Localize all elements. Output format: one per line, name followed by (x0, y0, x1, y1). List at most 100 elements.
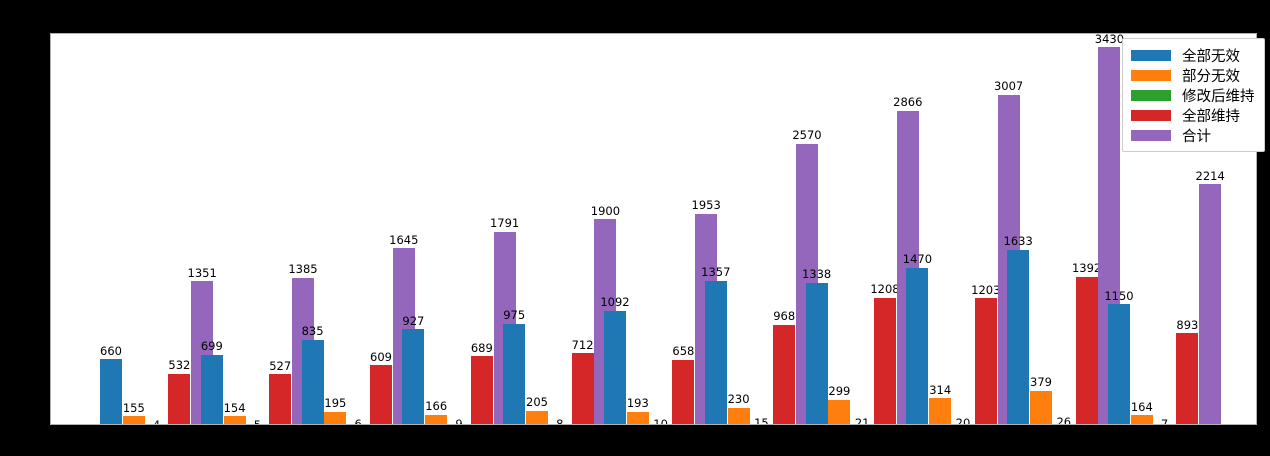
bar-value-label: 1338 (801, 267, 832, 282)
bar-value-label: 1791 (489, 216, 520, 231)
bar[interactable]: 1338 (802, 269, 831, 424)
bar-rect (929, 398, 952, 424)
bar[interactable]: 1203 (971, 284, 1000, 424)
bar-value-label: 1633 (1003, 234, 1033, 249)
bar[interactable]: 2214 (1196, 170, 1225, 424)
bar[interactable]: 968 (773, 311, 796, 424)
bar-value-label: 927 (402, 313, 425, 328)
legend-color-swatch (1131, 109, 1171, 121)
bar-rect (974, 298, 997, 424)
bar[interactable]: 314 (929, 384, 952, 424)
bar[interactable]: 712 (571, 339, 594, 424)
bar-rect (1108, 304, 1130, 424)
bar-value-label: 689 (470, 340, 493, 355)
bar-value-label: 2570 (792, 128, 822, 143)
bar[interactable]: 164 (1130, 401, 1153, 424)
bar-rect (704, 280, 727, 424)
bar-value-label: 193 (626, 396, 649, 411)
legend-item-label: 修改后维持 (1182, 88, 1255, 105)
bar-value-label: 195 (324, 396, 347, 411)
bar-rect (874, 297, 896, 424)
bar-value-label: 658 (672, 344, 695, 358)
bar-value-label: 1357 (701, 265, 731, 280)
bar-rect (672, 359, 695, 424)
legend-item[interactable]: 合计 (1131, 125, 1255, 145)
bar[interactable]: 658 (672, 345, 695, 424)
bar-value-label: 893 (1176, 317, 1199, 332)
legend-item[interactable]: 修改后维持 (1131, 85, 1255, 105)
bar-rect (269, 374, 292, 424)
bar[interactable]: 1150 (1104, 290, 1134, 424)
legend-item[interactable]: 全部无效 (1131, 45, 1255, 65)
bar[interactable]: 299 (828, 386, 851, 424)
bar-rect (626, 411, 649, 424)
legend-item[interactable]: 部分无效 (1131, 65, 1255, 85)
bar-rect (1130, 415, 1153, 424)
bar-rect (200, 354, 223, 424)
bar-value-label: 7 (1160, 417, 1169, 425)
bar-value-label: 299 (828, 384, 851, 399)
bar-rect (604, 310, 626, 424)
bar[interactable]: 927 (402, 315, 425, 424)
bar[interactable]: 1470 (903, 254, 932, 424)
bar-rect (223, 416, 246, 424)
bar[interactable]: 609 (370, 351, 392, 424)
bar-rect (301, 339, 324, 424)
bar[interactable]: 1357 (701, 267, 730, 424)
bar[interactable]: 155 (122, 402, 145, 424)
bar[interactable]: 660 (100, 345, 122, 424)
bar-value-label: 5 (253, 417, 262, 425)
legend-item[interactable]: 全部维持 (1131, 105, 1255, 125)
bar-value-label: 660 (100, 343, 122, 358)
bar[interactable]: 527 (269, 360, 292, 424)
bar[interactable]: 699 (200, 341, 223, 424)
bar-value-label: 164 (1130, 399, 1153, 414)
bar-rect (324, 411, 347, 424)
bar-value-label: 527 (269, 358, 292, 373)
bar-group: 1150 164 7 893 2214 (51, 34, 1256, 424)
bar[interactable]: 689 (470, 342, 493, 424)
bar-value-label: 3007 (993, 79, 1024, 94)
legend-color-swatch (1131, 49, 1171, 61)
bar-rect (1199, 184, 1222, 424)
bar-rect (425, 414, 448, 424)
bar-rect (526, 410, 548, 424)
bar-group: 1338 299 21 1208 2866 (51, 34, 1256, 424)
bar-value-label: 10 (653, 417, 668, 425)
bar-rect (503, 323, 526, 424)
bar-value-label: 314 (929, 382, 952, 397)
bar-rect (805, 282, 828, 424)
legend-item-label: 合计 (1182, 128, 1211, 145)
bar-value-label: 230 (727, 392, 750, 407)
bar-rect (571, 353, 594, 424)
bar-rect (727, 407, 750, 424)
bar[interactable]: 893 (1176, 319, 1199, 424)
bar[interactable]: 195 (324, 398, 347, 424)
bar[interactable]: 835 (301, 326, 324, 424)
bar-value-label: 1385 (288, 262, 318, 277)
bar[interactable]: 379 (1030, 377, 1052, 424)
bar-value-label: 15 (754, 416, 769, 425)
bar[interactable]: 1208 (870, 283, 900, 424)
legend-item-label: 全部维持 (1182, 108, 1240, 125)
bar-rect (773, 324, 796, 424)
bar[interactable]: 154 (223, 402, 246, 424)
bar-value-label: 1150 (1104, 288, 1134, 303)
bar[interactable]: 1633 (1004, 236, 1033, 424)
bar-value-label: 21 (854, 415, 870, 425)
bar-value-label: 1392 (1071, 261, 1102, 276)
bar[interactable]: 532 (168, 360, 191, 424)
bar[interactable]: 205 (526, 397, 548, 424)
bar-rect (122, 416, 145, 424)
bar[interactable]: 1092 (600, 297, 630, 424)
bar[interactable]: 1392 (1072, 263, 1101, 424)
bar[interactable]: 166 (425, 401, 448, 424)
bar-rect (1075, 276, 1098, 424)
bar[interactable]: 975 (503, 310, 526, 424)
bar-value-label: 4 (152, 417, 161, 425)
legend-color-swatch (1131, 129, 1171, 141)
bar[interactable]: 193 (626, 398, 649, 424)
legend-color-swatch (1131, 89, 1171, 101)
bar[interactable]: 230 (727, 394, 750, 424)
